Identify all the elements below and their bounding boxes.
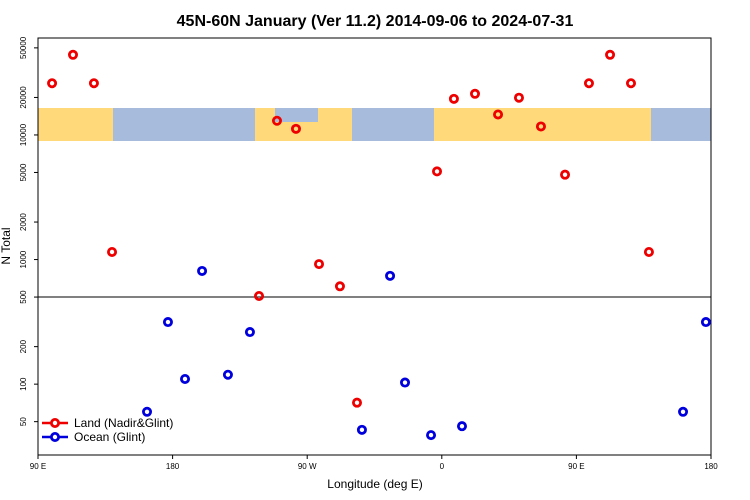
legend-label: Ocean (Glint) [74,430,145,444]
point [470,88,481,99]
point [244,327,255,338]
point [605,49,616,60]
y-tick-label: 500 [19,290,28,304]
x-tick-label: 180 [166,462,180,471]
point [583,78,594,89]
y-tick-label: 200 [19,339,28,353]
point [456,421,467,432]
point [197,265,208,276]
point [643,246,654,257]
map-ocean [352,108,434,141]
y-tick-label: 1000 [19,250,28,268]
point [560,169,571,180]
point [352,397,363,408]
point [314,259,325,270]
x-tick-label: 0 [440,462,445,471]
point [535,121,546,132]
x-tick-label: 90 E [568,462,584,471]
legend-label: Land (Nadir&Glint) [74,416,173,430]
x-axis-label: Longitude (deg E) [327,477,422,491]
point [493,109,504,120]
map-ocean [300,108,318,122]
legend-marker [50,417,61,428]
x-tick-label: 90 E [30,462,46,471]
map-ocean [275,108,300,122]
point [385,270,396,281]
point [67,49,78,60]
point [107,246,118,257]
map-ocean [113,108,255,141]
point [356,424,367,435]
point [271,115,282,126]
y-tick-label: 20000 [19,86,28,109]
point [625,78,636,89]
point [222,369,233,380]
y-tick-label: 50 [19,417,28,426]
chart-title: 45N-60N January (Ver 11.2) 2014-09-06 to… [177,13,574,30]
y-tick-label: 10000 [19,123,28,146]
point [162,317,173,328]
point [142,406,153,417]
point [47,78,58,89]
y-tick-label: 5000 [19,163,28,181]
point [432,166,443,177]
map-ocean [651,108,711,141]
plot-frame [37,37,712,456]
y-tick-label: 2000 [19,213,28,231]
y-axis-label: N Total [0,227,13,264]
point [88,78,99,89]
point [513,92,524,103]
point [254,290,265,301]
x-tick-label: 90 W [298,462,317,471]
point [700,317,711,328]
point [426,430,437,441]
point [400,377,411,388]
point [448,93,459,104]
point [290,123,301,134]
legend-marker [50,431,61,442]
y-tick-label: 50000 [19,36,28,59]
x-tick-label: 180 [704,462,718,471]
point [334,281,345,292]
y-tick-label: 100 [19,377,28,391]
point [678,406,689,417]
point [180,373,191,384]
